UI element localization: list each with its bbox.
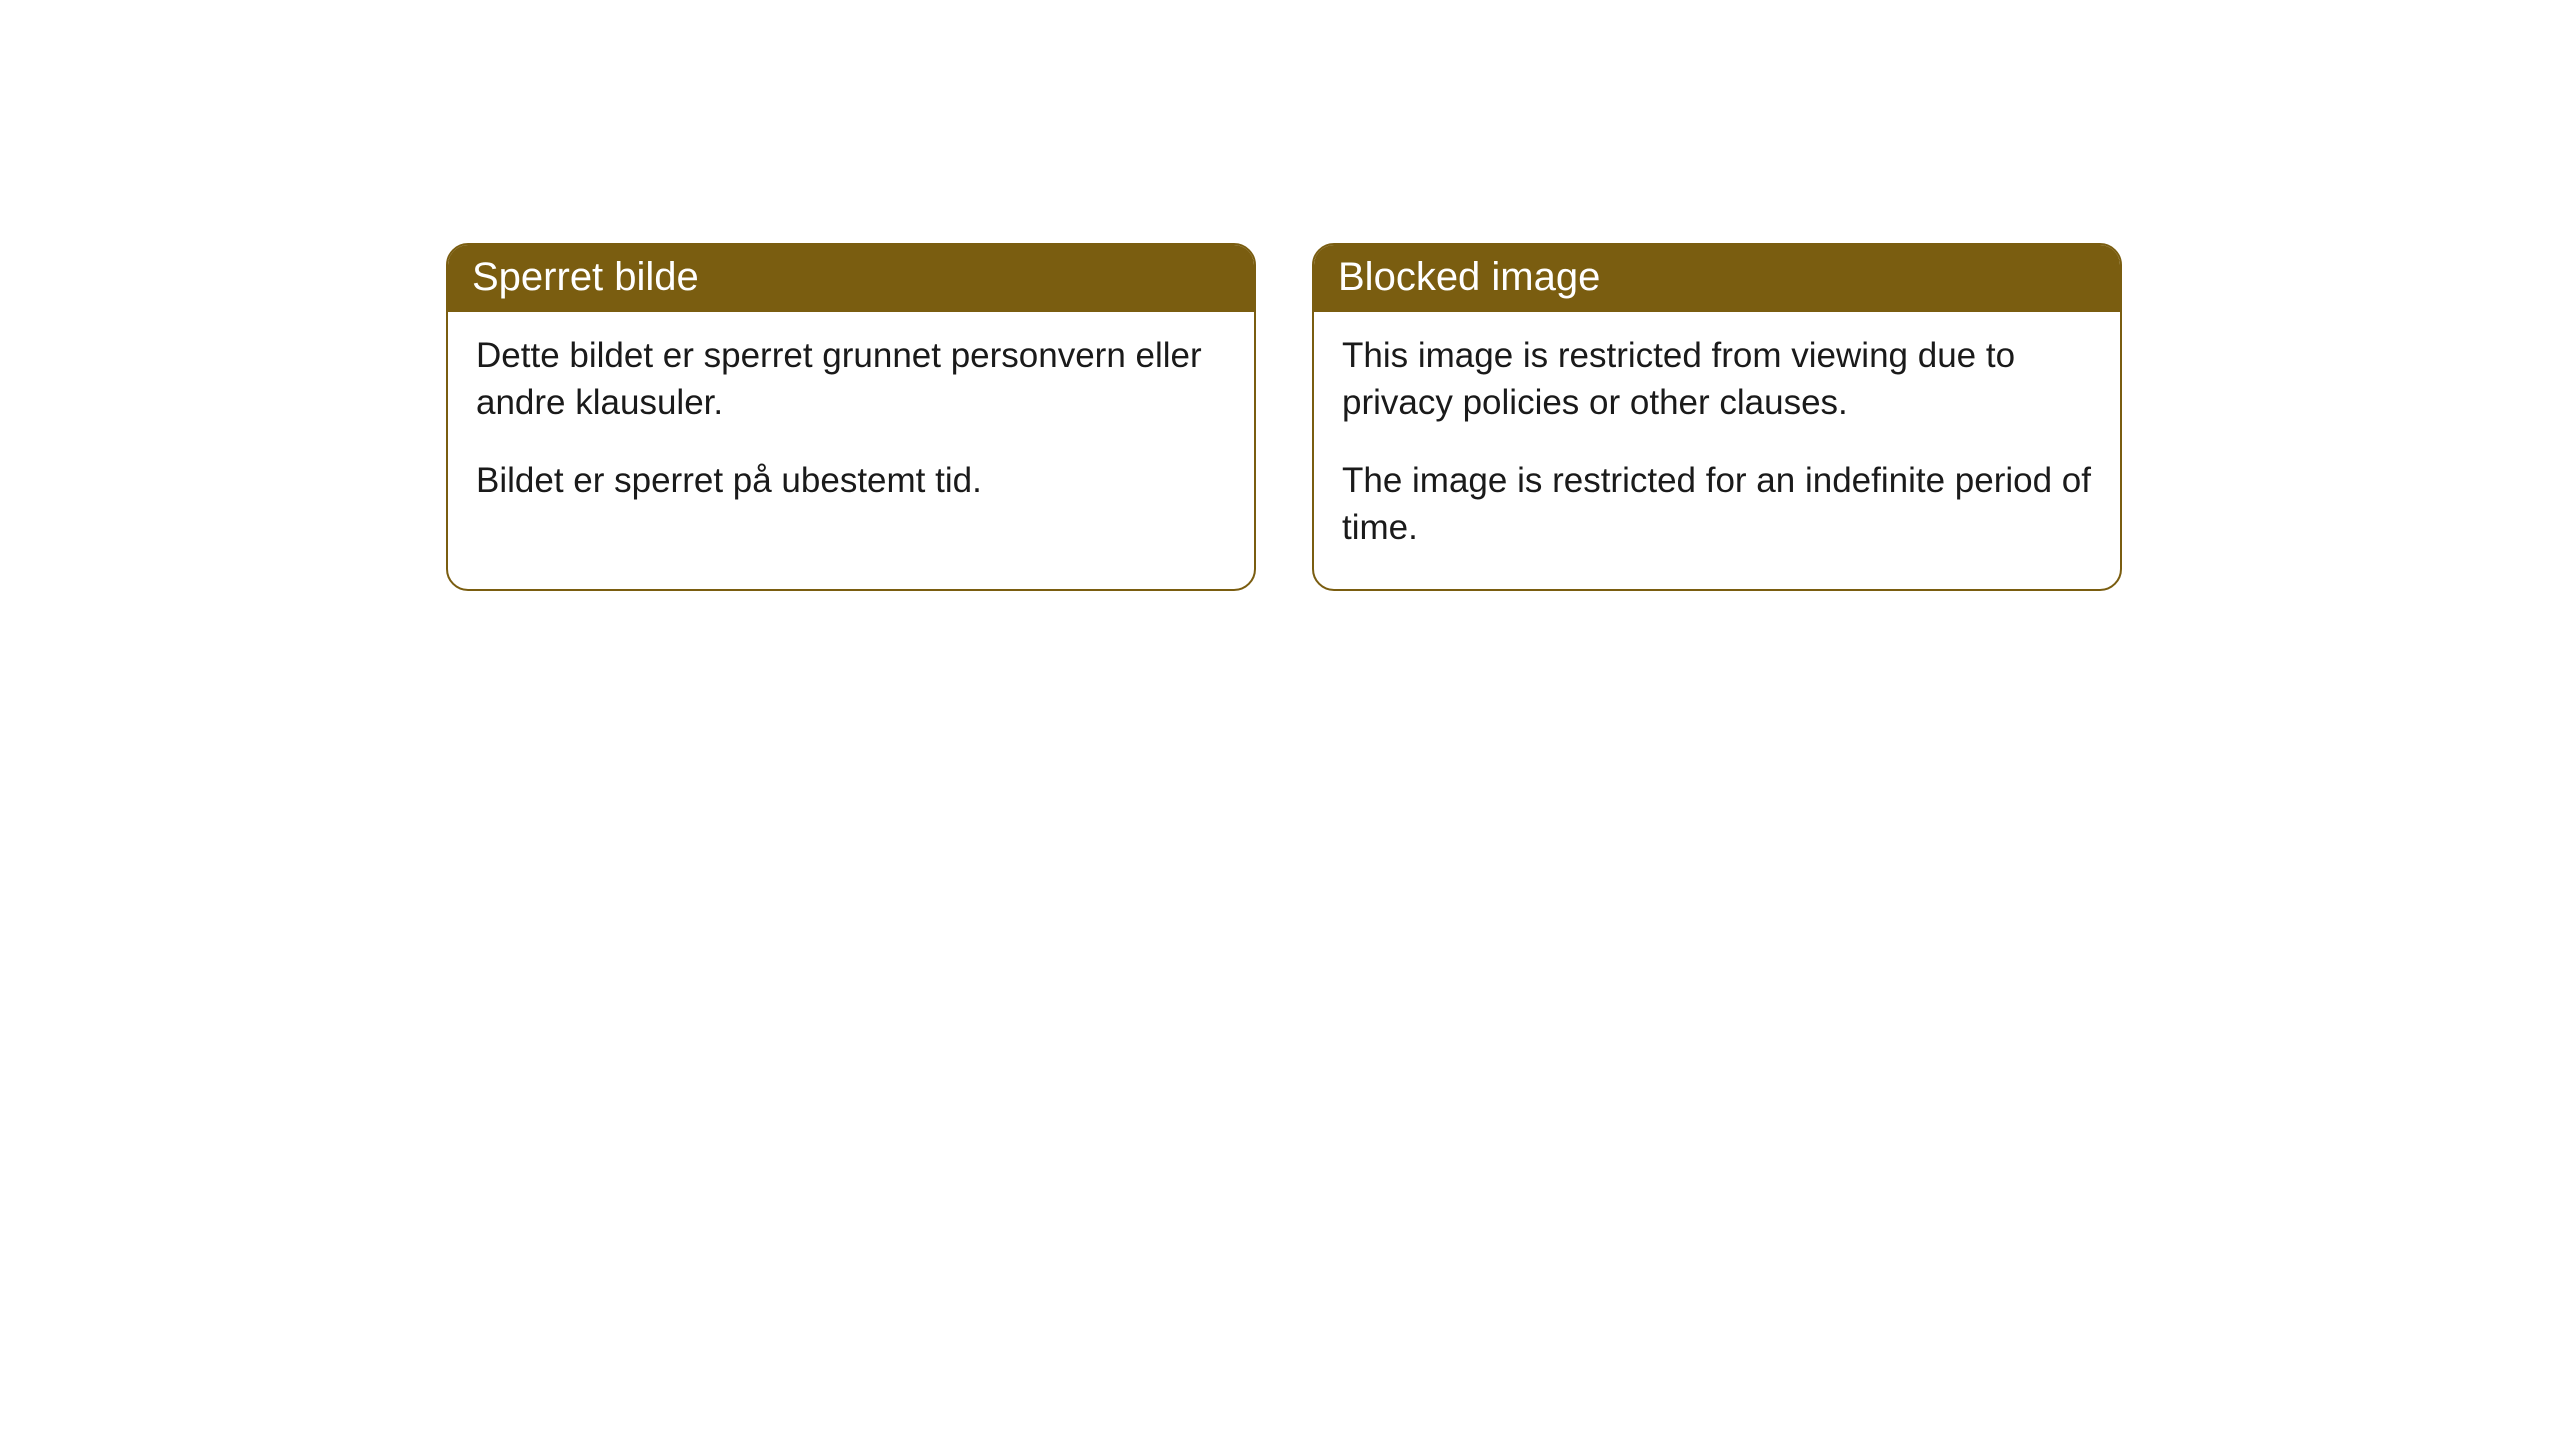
notice-card-norwegian: Sperret bilde Dette bildet er sperret gr… xyxy=(446,243,1256,591)
notice-container: Sperret bilde Dette bildet er sperret gr… xyxy=(0,0,2560,591)
notice-title-english: Blocked image xyxy=(1338,255,1600,299)
notice-paragraph-2-norwegian: Bildet er sperret på ubestemt tid. xyxy=(476,457,1226,504)
notice-card-english: Blocked image This image is restricted f… xyxy=(1312,243,2122,591)
notice-paragraph-1-english: This image is restricted from viewing du… xyxy=(1342,332,2092,427)
notice-header-norwegian: Sperret bilde xyxy=(448,245,1254,312)
notice-body-norwegian: Dette bildet er sperret grunnet personve… xyxy=(448,312,1254,542)
notice-paragraph-2-english: The image is restricted for an indefinit… xyxy=(1342,457,2092,552)
notice-paragraph-1-norwegian: Dette bildet er sperret grunnet personve… xyxy=(476,332,1226,427)
notice-body-english: This image is restricted from viewing du… xyxy=(1314,312,2120,589)
notice-title-norwegian: Sperret bilde xyxy=(472,255,699,299)
notice-header-english: Blocked image xyxy=(1314,245,2120,312)
